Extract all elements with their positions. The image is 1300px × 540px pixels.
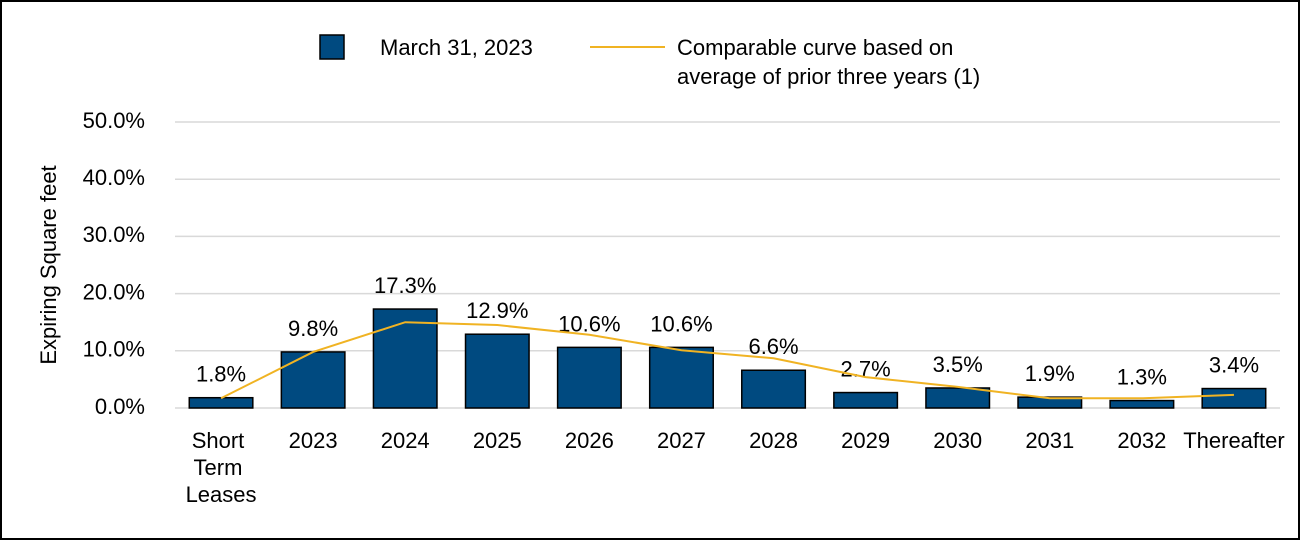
bar xyxy=(1017,396,1083,409)
x-tick-label: 2027 xyxy=(657,428,706,453)
y-axis-label: Expiring Square feet xyxy=(36,165,61,364)
bar xyxy=(464,333,530,409)
x-tick-label: Thereafter xyxy=(1183,428,1285,453)
data-label: 6.6% xyxy=(748,334,798,359)
legend-swatch xyxy=(319,34,345,60)
data-label: 3.5% xyxy=(933,352,983,377)
bar xyxy=(556,346,622,409)
data-label: 17.3% xyxy=(374,273,436,298)
y-tick-label: 40.0% xyxy=(83,165,145,190)
data-label: 9.8% xyxy=(288,316,338,341)
bar xyxy=(1201,387,1267,409)
x-tick-label: 2029 xyxy=(841,428,890,453)
x-tick-label: 2026 xyxy=(565,428,614,453)
y-tick-label: 30.0% xyxy=(83,222,145,247)
y-tick-label: 0.0% xyxy=(95,394,145,419)
line xyxy=(220,321,1234,400)
x-tick-label: 2025 xyxy=(473,428,522,453)
bar xyxy=(833,391,899,409)
bar xyxy=(1109,399,1175,409)
bar xyxy=(925,387,991,409)
x-tick-label: 2032 xyxy=(1117,428,1166,453)
bar xyxy=(648,346,714,409)
y-tick-label: 50.0% xyxy=(83,108,145,133)
y-tick-label: 20.0% xyxy=(83,279,145,304)
data-label: 12.9% xyxy=(466,298,528,323)
bar xyxy=(741,369,807,409)
x-tick-label: 2028 xyxy=(749,428,798,453)
bar xyxy=(280,351,346,409)
data-label: 1.3% xyxy=(1117,365,1167,390)
data-label: 3.4% xyxy=(1209,353,1259,378)
bar xyxy=(372,308,438,409)
legend-label: Comparable curve based on average of pri… xyxy=(677,35,980,89)
x-tick-label: 2023 xyxy=(289,428,338,453)
bar xyxy=(188,396,254,409)
y-tick-label: 10.0% xyxy=(83,337,145,362)
legend-label: March 31, 2023 xyxy=(380,35,533,60)
x-tick-label: Short Term Leases xyxy=(186,428,257,507)
data-label: 1.9% xyxy=(1025,361,1075,386)
data-label: 1.8% xyxy=(196,362,246,387)
x-tick-label: 2030 xyxy=(933,428,982,453)
data-label: 10.6% xyxy=(650,311,712,336)
x-tick-label: 2031 xyxy=(1025,428,1074,453)
x-tick-label: 2024 xyxy=(381,428,430,453)
